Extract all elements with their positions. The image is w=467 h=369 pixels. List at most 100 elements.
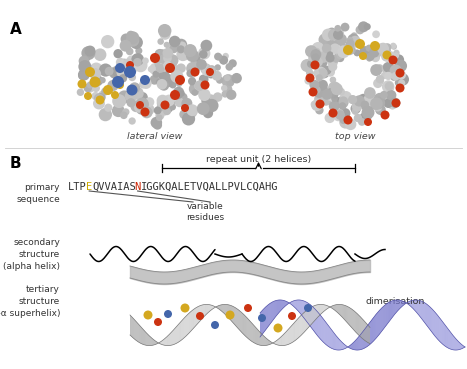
Circle shape <box>81 46 95 60</box>
Circle shape <box>166 54 178 67</box>
Polygon shape <box>244 315 245 336</box>
Circle shape <box>153 120 162 130</box>
Text: B: B <box>10 156 21 171</box>
Circle shape <box>391 44 397 50</box>
Circle shape <box>206 94 216 104</box>
Circle shape <box>156 68 167 78</box>
Polygon shape <box>399 300 400 309</box>
Circle shape <box>163 61 172 70</box>
Circle shape <box>351 103 361 114</box>
Circle shape <box>92 92 100 100</box>
Polygon shape <box>224 304 225 314</box>
Polygon shape <box>273 301 274 320</box>
Circle shape <box>85 45 96 56</box>
Polygon shape <box>457 340 458 350</box>
Circle shape <box>373 97 385 109</box>
Polygon shape <box>350 308 351 327</box>
Polygon shape <box>152 338 153 345</box>
Circle shape <box>313 86 321 94</box>
Polygon shape <box>197 307 198 324</box>
Circle shape <box>398 79 405 86</box>
Polygon shape <box>239 310 240 330</box>
Circle shape <box>166 97 175 107</box>
Circle shape <box>197 102 210 115</box>
Polygon shape <box>321 316 322 341</box>
Polygon shape <box>295 321 296 341</box>
Polygon shape <box>232 306 233 322</box>
Polygon shape <box>153 339 154 345</box>
Polygon shape <box>150 337 151 346</box>
Polygon shape <box>346 306 347 322</box>
Polygon shape <box>434 311 435 336</box>
Polygon shape <box>452 334 453 350</box>
Circle shape <box>185 106 198 118</box>
Circle shape <box>161 74 174 87</box>
Polygon shape <box>214 306 215 308</box>
Circle shape <box>258 314 266 322</box>
Polygon shape <box>155 341 156 345</box>
Circle shape <box>328 108 338 117</box>
Circle shape <box>354 114 362 122</box>
Polygon shape <box>251 323 252 341</box>
Circle shape <box>382 63 394 75</box>
Polygon shape <box>130 315 131 336</box>
Polygon shape <box>196 307 197 325</box>
Circle shape <box>304 304 312 312</box>
Polygon shape <box>302 314 303 334</box>
Polygon shape <box>148 334 149 345</box>
Circle shape <box>357 94 370 107</box>
Circle shape <box>390 74 397 81</box>
Circle shape <box>170 70 184 83</box>
Text: repeat unit (2 helices): repeat unit (2 helices) <box>206 155 311 164</box>
Polygon shape <box>357 338 358 350</box>
Polygon shape <box>365 328 366 348</box>
Polygon shape <box>342 305 343 317</box>
Circle shape <box>224 75 230 81</box>
Polygon shape <box>416 300 417 313</box>
Circle shape <box>177 45 185 54</box>
Circle shape <box>214 64 221 71</box>
Polygon shape <box>229 305 230 319</box>
Polygon shape <box>398 300 399 310</box>
Circle shape <box>311 99 323 111</box>
Polygon shape <box>281 300 282 310</box>
Circle shape <box>361 101 369 109</box>
Polygon shape <box>342 342 343 349</box>
Polygon shape <box>351 309 352 328</box>
Polygon shape <box>393 300 394 316</box>
Polygon shape <box>369 327 370 344</box>
Polygon shape <box>356 313 357 334</box>
Polygon shape <box>182 320 183 340</box>
Polygon shape <box>365 322 366 341</box>
Circle shape <box>156 114 163 121</box>
Circle shape <box>395 79 403 87</box>
Polygon shape <box>301 300 302 315</box>
Polygon shape <box>263 308 264 332</box>
Polygon shape <box>378 311 379 336</box>
Polygon shape <box>368 326 369 343</box>
Polygon shape <box>132 317 133 337</box>
Circle shape <box>326 87 336 97</box>
Circle shape <box>77 89 84 96</box>
Polygon shape <box>344 305 345 320</box>
Polygon shape <box>455 338 456 350</box>
Polygon shape <box>266 306 267 329</box>
Polygon shape <box>361 333 362 349</box>
Circle shape <box>354 49 361 56</box>
Polygon shape <box>165 338 166 345</box>
Circle shape <box>231 73 242 83</box>
Circle shape <box>89 68 101 80</box>
Circle shape <box>189 61 201 73</box>
Circle shape <box>313 86 325 98</box>
Circle shape <box>301 59 313 72</box>
Circle shape <box>177 41 187 51</box>
Polygon shape <box>307 303 308 323</box>
Circle shape <box>387 89 393 95</box>
Circle shape <box>375 97 382 104</box>
Polygon shape <box>362 319 363 339</box>
Circle shape <box>358 21 369 32</box>
Polygon shape <box>458 341 459 350</box>
Circle shape <box>339 111 350 122</box>
Circle shape <box>163 94 175 106</box>
Polygon shape <box>237 309 238 328</box>
